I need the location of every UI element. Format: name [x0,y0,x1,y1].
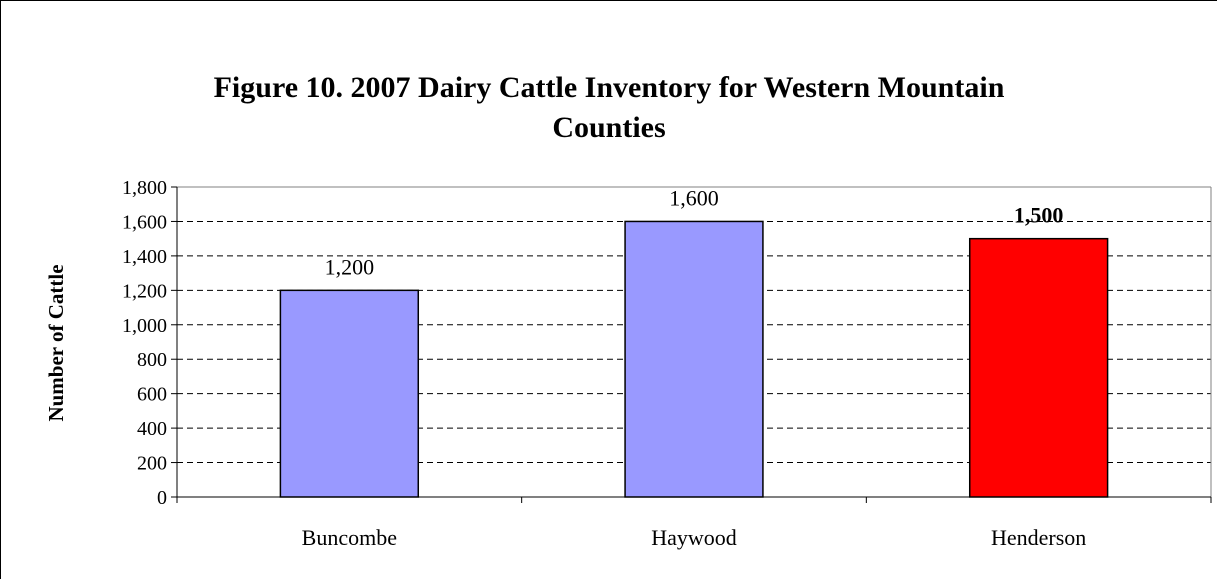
y-tick-label: 0 [157,487,167,509]
bar-buncombe [279,289,420,498]
bar-haywood [624,220,764,498]
x-tick-label-haywood: Haywood [651,525,737,550]
data-label-buncombe: 1,200 [325,254,375,279]
y-tick-label: 1,000 [122,315,167,337]
x-tick-label-henderson: Henderson [991,525,1086,550]
data-label-haywood: 1,600 [669,185,719,210]
chart-title: Figure 10. 2007 Dairy Cattle Inventory f… [214,71,1005,144]
chart-title-line-2: Counties [552,111,665,144]
y-tick-label: 400 [137,418,167,440]
y-tick-label: 1,400 [122,246,167,268]
bar-henderson [968,237,1109,498]
y-tick-label: 1,200 [122,280,167,302]
x-tick-label-buncombe: Buncombe [302,525,397,550]
y-tick-label: 800 [137,349,167,371]
data-label-henderson: 1,500 [1014,203,1064,228]
chart-title-line-1: Figure 10. 2007 Dairy Cattle Inventory f… [214,71,1005,104]
bars [279,220,1109,498]
axes: 0 200 400 600 800 1,000 1,200 1,400 1,600 1,800 Bu… [122,177,1212,550]
data-labels: 1,200 1,600 1,500 [325,185,1064,279]
y-axis-label: Number of Cattle [44,264,68,421]
y-tick-label: 1,600 [122,211,167,233]
y-tick-label: 200 [137,453,167,475]
y-tick-label: 600 [137,384,167,406]
y-tick-label: 1,800 [122,177,167,199]
